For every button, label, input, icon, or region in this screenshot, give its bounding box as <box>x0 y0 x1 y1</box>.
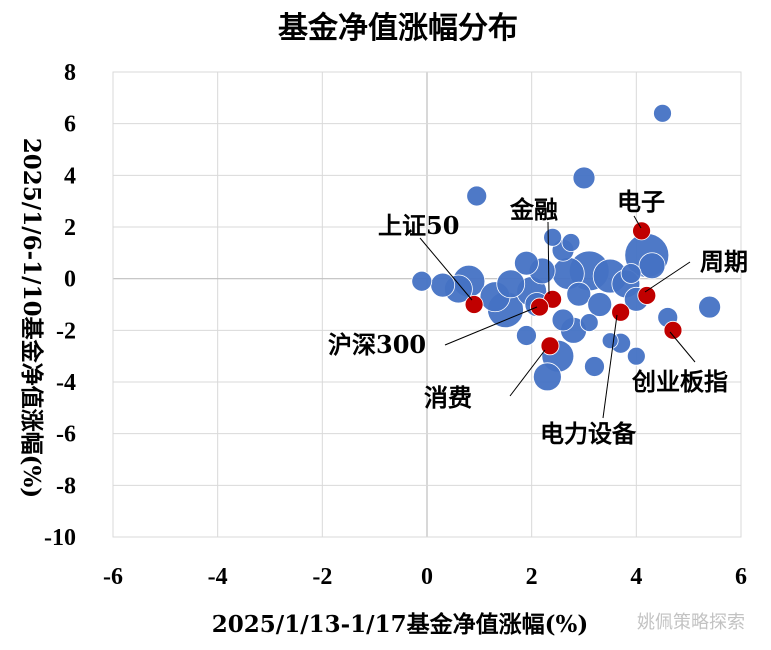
y-tick-label: -10 <box>44 525 76 551</box>
x-tick-label: 4 <box>630 564 642 590</box>
y-axis-label: 2025/1/6-1/10基金净值涨幅(%) <box>18 138 45 498</box>
fund-bubble <box>551 308 575 332</box>
x-tick-label: 6 <box>735 564 747 590</box>
index-label: 周期 <box>700 247 748 276</box>
index-point <box>540 336 560 356</box>
fund-bubble <box>638 252 666 280</box>
fund-bubble <box>516 325 537 346</box>
y-tick-label: -2 <box>56 318 76 344</box>
fund-bubble <box>698 295 721 319</box>
y-tick-label: 8 <box>64 60 76 86</box>
index-label: 创业板指 <box>631 367 728 396</box>
x-tick-label: 0 <box>421 564 433 590</box>
watermark-text: 姚佩策略探索 <box>637 612 745 633</box>
leader-line <box>644 261 691 293</box>
index-point <box>464 295 484 314</box>
y-tick-label: 0 <box>64 267 76 293</box>
grid-layer <box>112 71 742 538</box>
tick-labels: -6 -4 -2 0 2 4 6 8 6 4 2 0 -2 -4 -6 -8 -10 <box>44 60 747 590</box>
plot-frame <box>112 71 742 538</box>
fund-bubble <box>466 185 488 207</box>
leader-line <box>602 314 618 419</box>
y-tick-label: -6 <box>56 422 76 448</box>
fund-bubble <box>572 166 596 190</box>
x-tick-label: -4 <box>208 564 228 590</box>
fund-bubble <box>579 313 599 332</box>
index-point <box>611 302 631 322</box>
fund-bubble <box>601 332 619 350</box>
x-axis-label: 2025/1/13-1/17基金净值涨幅(%) <box>212 611 588 638</box>
fund-bubble <box>496 269 526 299</box>
fund-bubble <box>587 292 613 317</box>
fund-bubble <box>653 103 672 123</box>
index-label: 电子 <box>617 187 665 216</box>
index-point <box>530 297 549 317</box>
fund-bubble <box>626 346 646 366</box>
index-point <box>632 221 651 241</box>
y-tick-label: 6 <box>64 112 76 138</box>
y-tick-label: 4 <box>64 163 76 189</box>
leader-line <box>444 306 538 346</box>
fund-bubble <box>430 272 456 298</box>
leader-line <box>633 215 642 229</box>
index-point <box>637 286 657 305</box>
x-tick-label: -2 <box>312 564 332 590</box>
chart-title: 基金净值涨幅分布 <box>278 11 518 46</box>
fund-bubble <box>566 281 592 307</box>
fund-bubble <box>543 227 562 247</box>
fund-bubble <box>620 263 642 284</box>
y-tick-label: -8 <box>56 473 76 499</box>
leader-line <box>547 221 550 295</box>
fund-bubble <box>532 362 562 392</box>
index-label: 沪深300 <box>328 330 426 359</box>
index-label: 消费 <box>424 383 472 412</box>
y-tick-label: 2 <box>64 215 76 241</box>
leader-line <box>419 237 473 301</box>
fund-bubble <box>584 356 605 377</box>
fund-bubble <box>514 250 539 276</box>
leader-line <box>509 349 546 397</box>
index-label: 金融 <box>509 195 558 224</box>
highlight-series <box>464 221 683 356</box>
x-tick-label: -6 <box>103 564 123 590</box>
x-tick-label: 2 <box>526 564 538 590</box>
index-label: 上证50 <box>378 211 459 240</box>
y-tick-label: -4 <box>56 370 76 396</box>
fund-bubble <box>411 270 433 292</box>
index-point <box>663 320 683 340</box>
leader-line <box>669 331 696 363</box>
fund-bubble <box>561 233 581 252</box>
index-label: 电力设备 <box>540 419 637 448</box>
bubble-series <box>411 103 721 392</box>
